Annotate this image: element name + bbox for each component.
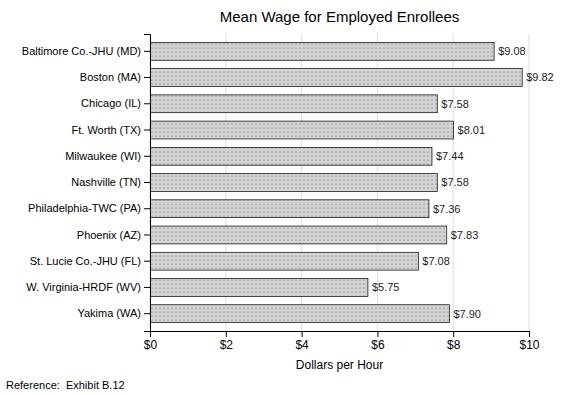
tick: W. Virginia-HRDF (WV) bbox=[26, 281, 150, 293]
grid bbox=[150, 34, 529, 331]
data-label: $7.58 bbox=[441, 176, 469, 188]
bar bbox=[150, 95, 437, 113]
tick-label: $10 bbox=[519, 338, 539, 352]
tick-mark bbox=[453, 331, 454, 337]
tick-label: $8 bbox=[447, 338, 461, 352]
data-label: $9.82 bbox=[526, 71, 554, 83]
data-label: $8.01 bbox=[458, 124, 486, 136]
tick: Boston (MA) bbox=[80, 71, 150, 83]
bar bbox=[150, 252, 418, 270]
bar bbox=[150, 226, 447, 244]
tick: St. Lucie Co.-JHU (FL) bbox=[30, 255, 150, 267]
tick-label: Philadelphia-TWC (PA) bbox=[28, 202, 141, 214]
bar bbox=[150, 174, 437, 192]
tick: $2 bbox=[220, 331, 234, 352]
tick-mark bbox=[144, 103, 150, 104]
tick-mark bbox=[529, 331, 530, 337]
tick: Chicago (IL) bbox=[81, 97, 150, 109]
tick: $10 bbox=[519, 331, 539, 352]
tick-label: Yakima (WA) bbox=[77, 307, 141, 319]
tick: Philadelphia-TWC (PA) bbox=[28, 202, 150, 214]
tick-mark bbox=[377, 331, 378, 337]
annotation: Reference: Exhibit B.12 bbox=[6, 379, 125, 391]
bar bbox=[150, 200, 429, 218]
tick-mark bbox=[144, 208, 150, 209]
tick-label: $4 bbox=[295, 338, 309, 352]
tick-mark bbox=[144, 234, 150, 235]
tick: $6 bbox=[371, 331, 385, 352]
tick-label: $0 bbox=[144, 338, 158, 352]
tick-label: St. Lucie Co.-JHU (FL) bbox=[30, 255, 141, 267]
data-label: $7.58 bbox=[441, 98, 469, 110]
tick-mark bbox=[144, 130, 150, 131]
data-label: $7.44 bbox=[436, 150, 464, 162]
axis-line bbox=[151, 332, 530, 338]
x-axis-title: Dollars per Hour bbox=[296, 358, 383, 372]
tick-label: Nashville (TN) bbox=[71, 176, 141, 188]
data-label: $9.08 bbox=[498, 45, 526, 57]
tick: $0 bbox=[144, 331, 158, 352]
tick-mark bbox=[144, 313, 150, 314]
y-axis: Baltimore Co.-JHU (MD) Boston (MA) Chicago… bbox=[22, 35, 151, 332]
tick-mark bbox=[144, 156, 150, 157]
tick-mark bbox=[144, 182, 150, 183]
tick-mark bbox=[144, 261, 150, 262]
plot: $0 $2 $4 $6 $8 $10 Baltimore Co.-JHU (MD) Bosto… bbox=[22, 34, 554, 372]
tick-mark bbox=[144, 77, 150, 78]
bar bbox=[150, 69, 522, 87]
tick-label: Boston (MA) bbox=[80, 71, 141, 83]
title: Mean Wage for Employed Enrollees bbox=[220, 8, 460, 25]
tick-mark bbox=[226, 331, 227, 337]
tick-label: $6 bbox=[371, 338, 385, 352]
bar bbox=[150, 305, 449, 323]
data-label: $7.36 bbox=[433, 203, 461, 215]
tick: $4 bbox=[295, 331, 309, 352]
chart: $0 $2 $4 $6 $8 $10 Baltimore Co.-JHU (MD) Bosto… bbox=[0, 0, 577, 395]
tick: Baltimore Co.-JHU (MD) bbox=[22, 45, 150, 57]
tick-label: Ft. Worth (TX) bbox=[72, 124, 141, 136]
tick: Phoenix (AZ) bbox=[77, 228, 150, 240]
bars bbox=[150, 42, 522, 322]
tick: Nashville (TN) bbox=[71, 176, 150, 188]
tick-mark bbox=[302, 331, 303, 337]
tick-label: W. Virginia-HRDF (WV) bbox=[26, 281, 141, 293]
tick-label: Chicago (IL) bbox=[81, 97, 141, 109]
data-label: $7.83 bbox=[451, 229, 479, 241]
tick: Ft. Worth (TX) bbox=[72, 124, 150, 136]
tick-label: Baltimore Co.-JHU (MD) bbox=[22, 45, 141, 57]
bar bbox=[150, 147, 432, 165]
data-label: $5.75 bbox=[372, 281, 400, 293]
tick: Yakima (WA) bbox=[77, 307, 150, 319]
tick: $8 bbox=[447, 331, 461, 352]
tick-label: Phoenix (AZ) bbox=[77, 228, 141, 240]
data-label: $7.08 bbox=[422, 255, 450, 267]
bar bbox=[150, 121, 454, 139]
x-axis: $0 $2 $4 $6 $8 $10 bbox=[144, 331, 540, 352]
tick: Milwaukee (WI) bbox=[65, 150, 150, 162]
axis-line bbox=[144, 35, 151, 332]
tick-mark bbox=[144, 287, 150, 288]
data-label: $7.90 bbox=[453, 308, 481, 320]
tick-label: Milwaukee (WI) bbox=[65, 150, 141, 162]
tick-mark bbox=[144, 51, 150, 52]
data-labels: $9.08 $9.82 $7.58 $8.01 $7.44 $7.58 $7.36 $7.83… bbox=[372, 45, 554, 319]
bar bbox=[150, 42, 494, 60]
bar bbox=[150, 279, 368, 297]
tick-label: $2 bbox=[220, 338, 234, 352]
